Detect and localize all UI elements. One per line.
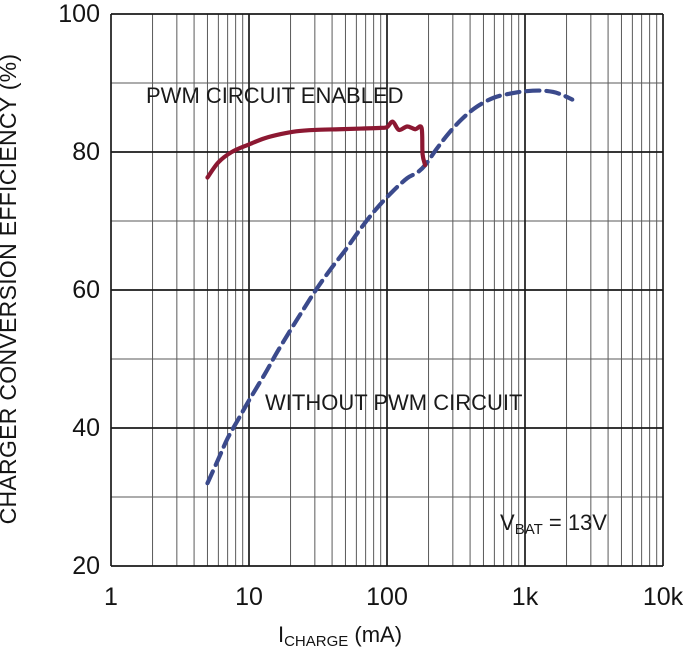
svg-text:1k: 1k [512, 583, 539, 611]
svg-text:60: 60 [72, 276, 100, 304]
svg-text:10k: 10k [643, 583, 683, 611]
svg-text:20: 20 [72, 552, 100, 580]
svg-text:CHARGER CONVERSION EFFICIENCY: CHARGER CONVERSION EFFICIENCY (%) [0, 54, 21, 525]
svg-text:80: 80 [72, 138, 100, 166]
svg-text:1: 1 [104, 583, 118, 611]
svg-text:100: 100 [366, 583, 408, 611]
svg-text:40: 40 [72, 414, 100, 442]
svg-text:WITHOUT PWM CIRCUIT: WITHOUT PWM CIRCUIT [265, 390, 522, 415]
svg-text:10: 10 [235, 583, 263, 611]
svg-text:PWM CIRCUIT ENABLED: PWM CIRCUIT ENABLED [146, 83, 404, 108]
svg-text:100: 100 [58, 0, 100, 28]
